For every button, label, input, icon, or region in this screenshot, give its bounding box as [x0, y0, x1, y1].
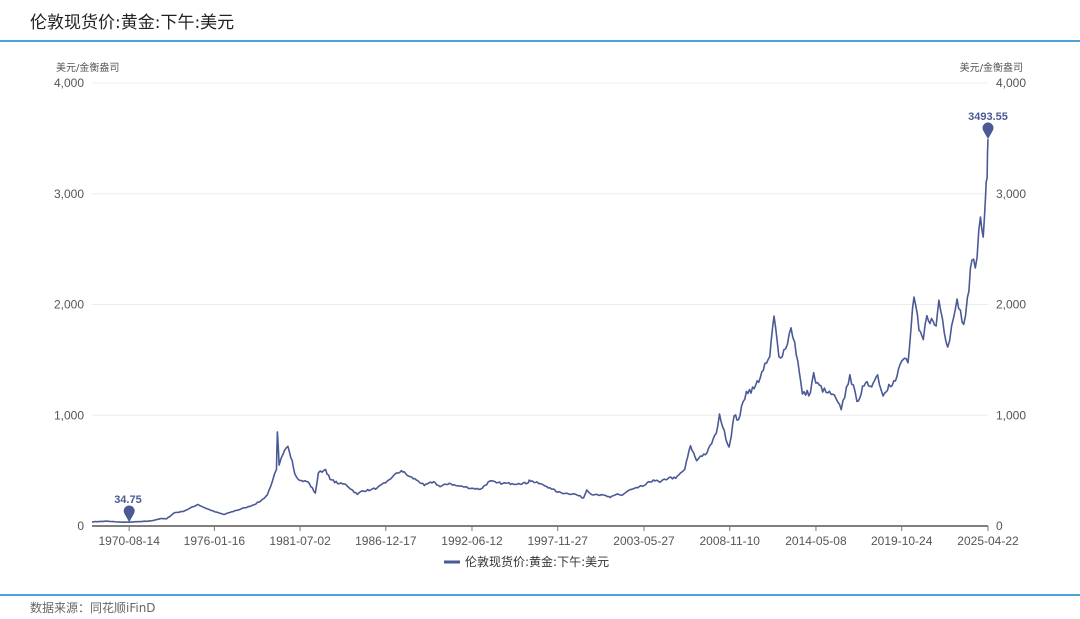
- x-tick-label: 1981-07-02: [269, 534, 331, 548]
- pin-icon: [123, 505, 135, 523]
- x-tick-label: 1976-01-16: [184, 534, 246, 548]
- annotations: 34.75 3493.55: [113, 110, 1009, 523]
- top-divider: [0, 40, 1080, 42]
- x-tick-label: 1970-08-14: [98, 534, 160, 548]
- x-tick-label: 2008-11-10: [699, 534, 760, 548]
- y-tick-label-left: 0: [77, 519, 84, 533]
- annotation-marker: 3493.55: [967, 110, 1009, 140]
- annotation-label: 3493.55: [968, 111, 1008, 123]
- x-tick-label: 2014-05-08: [785, 534, 847, 548]
- y-tick-label-left: 4,000: [54, 76, 84, 90]
- y-tick-label-right: 3,000: [996, 187, 1026, 201]
- series-line: [91, 139, 989, 524]
- x-tick-label: 1992-06-12: [441, 534, 503, 548]
- x-tick-label: 1997-11-27: [527, 534, 588, 548]
- grid-lines: [92, 82, 988, 416]
- annotation-label: 34.75: [114, 494, 142, 506]
- x-tick-label: 1986-12-17: [355, 534, 417, 548]
- data-source: 数据来源：同花顺iFinD: [30, 601, 156, 615]
- annotation-marker: 34.75: [113, 493, 143, 523]
- y-tick-label-right: 2,000: [996, 298, 1026, 312]
- y-tick-label-left: 2,000: [54, 298, 84, 312]
- y-tick-label-right: 0: [996, 519, 1003, 533]
- pin-icon: [982, 122, 994, 140]
- legend-label: 伦敦现货价:黄金:下午:美元: [465, 554, 609, 569]
- legend: 伦敦现货价:黄金:下午:美元: [444, 554, 609, 569]
- y-axis-right: 0 1,000 2,000 3,000 4,000: [996, 76, 1026, 533]
- y-tick-label-left: 3,000: [54, 187, 84, 201]
- y-axis-left: 0 1,000 2,000 3,000 4,000: [54, 76, 84, 533]
- y-unit-left: 美元/金衡盎司: [56, 61, 119, 74]
- bottom-divider: [0, 594, 1080, 596]
- x-axis: 1970-08-14 1976-01-16 1981-07-02 1986-12-17…: [98, 526, 1019, 548]
- line-chart: 0 1,000 2,000 3,000 4,000 0 1,000 2,000 3,000 4,…: [54, 61, 1026, 569]
- x-tick-label: 2025-04-22: [957, 534, 1019, 548]
- y-unit-right: 美元/金衡盎司: [960, 61, 1023, 74]
- y-tick-label-right: 4,000: [996, 76, 1026, 90]
- y-tick-label-right: 1,000: [996, 408, 1026, 422]
- x-tick-label: 2019-10-24: [871, 534, 933, 548]
- chart-title: 伦敦现货价:黄金:下午:美元: [30, 13, 235, 33]
- y-tick-label-left: 1,000: [54, 408, 84, 422]
- x-tick-label: 2003-05-27: [613, 534, 675, 548]
